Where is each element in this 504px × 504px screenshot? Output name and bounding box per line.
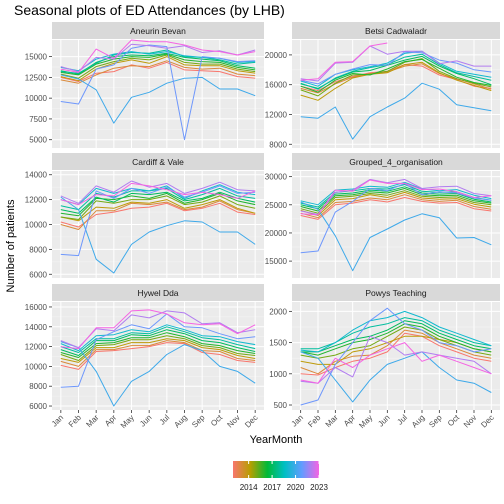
y-tick-label: 2000 bbox=[269, 307, 287, 316]
panel-aneurin-bevan: Aneurin Bevan 5000 7500 10000 12500 15000 bbox=[25, 22, 264, 148]
x-tick-label: Mar bbox=[324, 413, 340, 429]
panel-strip-label: Cardiff & Vale bbox=[132, 157, 184, 167]
panel-strip-label: Betsi Cadwaladr bbox=[365, 26, 427, 36]
x-tick-label: May bbox=[357, 413, 374, 430]
x-tick-label: May bbox=[119, 413, 136, 430]
y-tick-label: 8000 bbox=[29, 382, 47, 391]
x-tick-label: Jun bbox=[138, 413, 153, 428]
x-tick-label: Mar bbox=[84, 413, 100, 429]
x-tick-label: Nov bbox=[462, 413, 478, 429]
y-tick-label: 10000 bbox=[25, 94, 48, 103]
x-tick-label: Sep bbox=[427, 413, 444, 430]
x-tick-label: Jul bbox=[395, 413, 409, 427]
y-tick-label: 5000 bbox=[29, 136, 47, 145]
x-tick-label: Nov bbox=[225, 413, 241, 429]
legend-label: 2020 bbox=[287, 483, 305, 492]
y-tick-label: 20000 bbox=[265, 229, 288, 238]
y-tick-label: 16000 bbox=[25, 303, 48, 312]
y-axis-label: Number of patients bbox=[5, 199, 17, 292]
x-tick-label: Feb bbox=[306, 413, 323, 430]
legend-label: 2017 bbox=[263, 483, 281, 492]
y-tick-label: 16000 bbox=[265, 81, 288, 90]
x-tick-label: Dec bbox=[243, 413, 259, 429]
y-tick-label: 30000 bbox=[265, 173, 288, 182]
x-axis-label: YearMonth bbox=[250, 434, 303, 446]
x-tick-label: Apr bbox=[103, 413, 118, 428]
x-tick-label: Jan bbox=[290, 413, 305, 428]
chart-title: Seasonal plots of ED Attendances (by LHB… bbox=[14, 2, 285, 18]
x-tick-label: Oct bbox=[446, 413, 462, 429]
x-tick-label: Jun bbox=[376, 413, 391, 428]
y-tick-label: 8000 bbox=[29, 245, 47, 254]
legend-colorbar bbox=[233, 461, 319, 478]
x-tick-label: Jan bbox=[50, 413, 65, 428]
y-tick-label: 8000 bbox=[269, 140, 287, 149]
panel-hywel-dda: Hywel Dda 6000 8000 10000 12000 14000 16000 Jan… bbox=[25, 284, 264, 430]
panel-betsi-cadwaladr: Betsi Cadwaladr 8000 12000 16000 20000 bbox=[265, 22, 500, 149]
panel-strip-label: Aneurin Bevan bbox=[130, 26, 186, 36]
y-tick-label: 1500 bbox=[269, 339, 287, 348]
y-tick-label: 12000 bbox=[25, 343, 48, 352]
y-tick-label: 15000 bbox=[25, 53, 48, 62]
y-tick-label: 6000 bbox=[29, 402, 47, 411]
panel-strip-label: Hywel Dda bbox=[137, 288, 178, 298]
y-tick-label: 7500 bbox=[29, 115, 47, 124]
y-tick-label: 10000 bbox=[25, 362, 48, 371]
y-tick-label: 500 bbox=[274, 401, 288, 410]
panel-cardiff-vale: Cardiff & Vale 6000 8000 10000 12000 14000 bbox=[25, 153, 264, 279]
panel-powys-teaching: Powys Teaching 500 1000 1500 2000 Jan Feb Mar Ap… bbox=[269, 284, 500, 430]
x-tick-label: Aug bbox=[410, 413, 426, 429]
y-tick-label: 15000 bbox=[265, 257, 288, 266]
y-tick-label: 20000 bbox=[265, 51, 288, 60]
legend-label: 2014 bbox=[240, 483, 258, 492]
x-tick-label: Apr bbox=[342, 413, 357, 428]
y-tick-label: 12000 bbox=[25, 196, 48, 205]
y-tick-label: 12500 bbox=[25, 73, 48, 82]
y-tick-label: 6000 bbox=[29, 270, 47, 279]
x-tick-label: Sep bbox=[190, 413, 207, 430]
y-tick-label: 10000 bbox=[25, 221, 48, 230]
panel-strip-label: Grouped_4_organisation bbox=[349, 157, 443, 167]
legend: 2014 2017 2020 2023 bbox=[233, 461, 328, 492]
x-tick-label: Feb bbox=[67, 413, 84, 430]
y-tick-label: 14000 bbox=[25, 171, 48, 180]
y-tick-label: 14000 bbox=[25, 323, 48, 332]
panel-strip-label: Powys Teaching bbox=[365, 288, 427, 298]
legend-label: 2023 bbox=[310, 483, 328, 492]
y-tick-label: 12000 bbox=[265, 110, 288, 119]
x-tick-label: Aug bbox=[172, 413, 188, 429]
y-tick-label: 25000 bbox=[265, 201, 288, 210]
panels-group: Aneurin Bevan 5000 7500 10000 12500 15000 Bets… bbox=[25, 22, 500, 430]
panel-grouped-4-organisation: Grouped_4_organisation 15000 20000 25000 300… bbox=[265, 153, 500, 278]
panel-background bbox=[292, 40, 500, 148]
x-tick-label: Oct bbox=[209, 413, 225, 429]
x-tick-label: Jul bbox=[158, 413, 172, 427]
y-tick-label: 1000 bbox=[269, 370, 287, 379]
x-tick-label: Dec bbox=[479, 413, 495, 429]
